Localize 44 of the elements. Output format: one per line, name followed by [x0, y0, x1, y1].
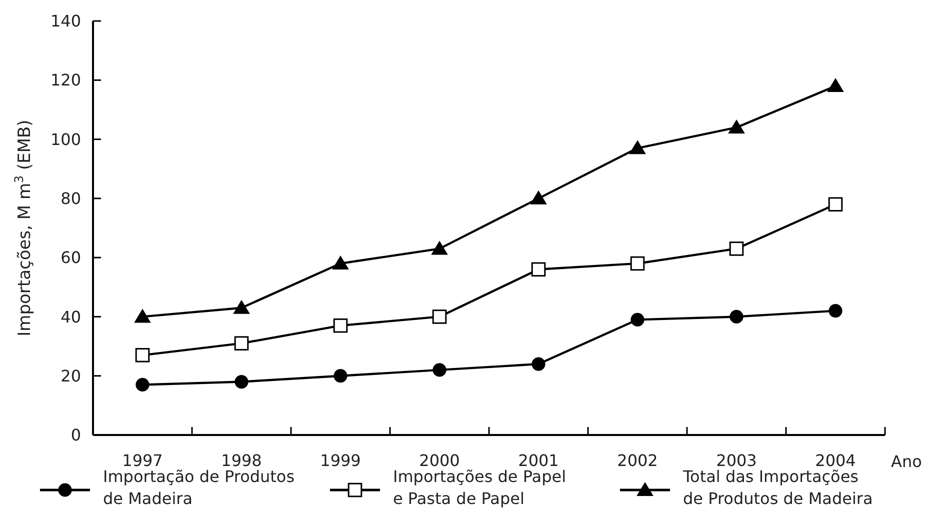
x-tick-label: 1999 — [320, 451, 361, 470]
legend-label: Importações de Papel e Pasta de Papel — [393, 467, 566, 508]
point — [431, 240, 448, 255]
x-axis-title: Ano — [891, 452, 922, 471]
y-tick-label: 20 — [60, 366, 81, 386]
x-tick-label: 2000 — [419, 451, 460, 470]
point — [432, 363, 446, 377]
point — [827, 78, 844, 92]
x-tick-label: 2004 — [815, 451, 856, 470]
y-tick-label: 140 — [50, 12, 81, 31]
point — [136, 378, 150, 392]
y-tick-label: 0 — [70, 426, 81, 445]
point — [334, 369, 348, 383]
y-tick-label: 80 — [60, 189, 81, 208]
point — [730, 310, 744, 324]
point — [531, 262, 546, 277]
point — [630, 312, 644, 326]
point — [333, 318, 348, 333]
x-tick-label: 2001 — [518, 451, 559, 470]
point — [234, 336, 249, 350]
x-tick-label: 2002 — [617, 451, 658, 470]
x-tick-label: 1997 — [122, 451, 163, 470]
point — [233, 300, 250, 314]
legend-label: Total das Importações de Produtos de Madeira — [682, 467, 873, 508]
y-tick-label: 60 — [60, 248, 81, 268]
point — [728, 119, 745, 134]
point — [234, 374, 248, 389]
point — [630, 256, 645, 271]
y-tick-label: 120 — [50, 70, 81, 90]
point — [134, 308, 151, 323]
y-tick-label: 40 — [60, 307, 81, 326]
point — [828, 197, 843, 212]
point — [530, 190, 547, 204]
point — [135, 348, 150, 362]
y-tick-label: 100 — [50, 130, 81, 149]
x-tick-label: 1998 — [221, 451, 262, 470]
x-tick-label: 2003 — [716, 451, 757, 470]
point — [432, 310, 447, 324]
point — [332, 255, 349, 270]
point — [828, 304, 842, 318]
point — [729, 242, 744, 256]
legend-label: Importação de Produtos de Madeira — [103, 467, 295, 508]
point — [629, 140, 646, 154]
point — [532, 357, 546, 371]
